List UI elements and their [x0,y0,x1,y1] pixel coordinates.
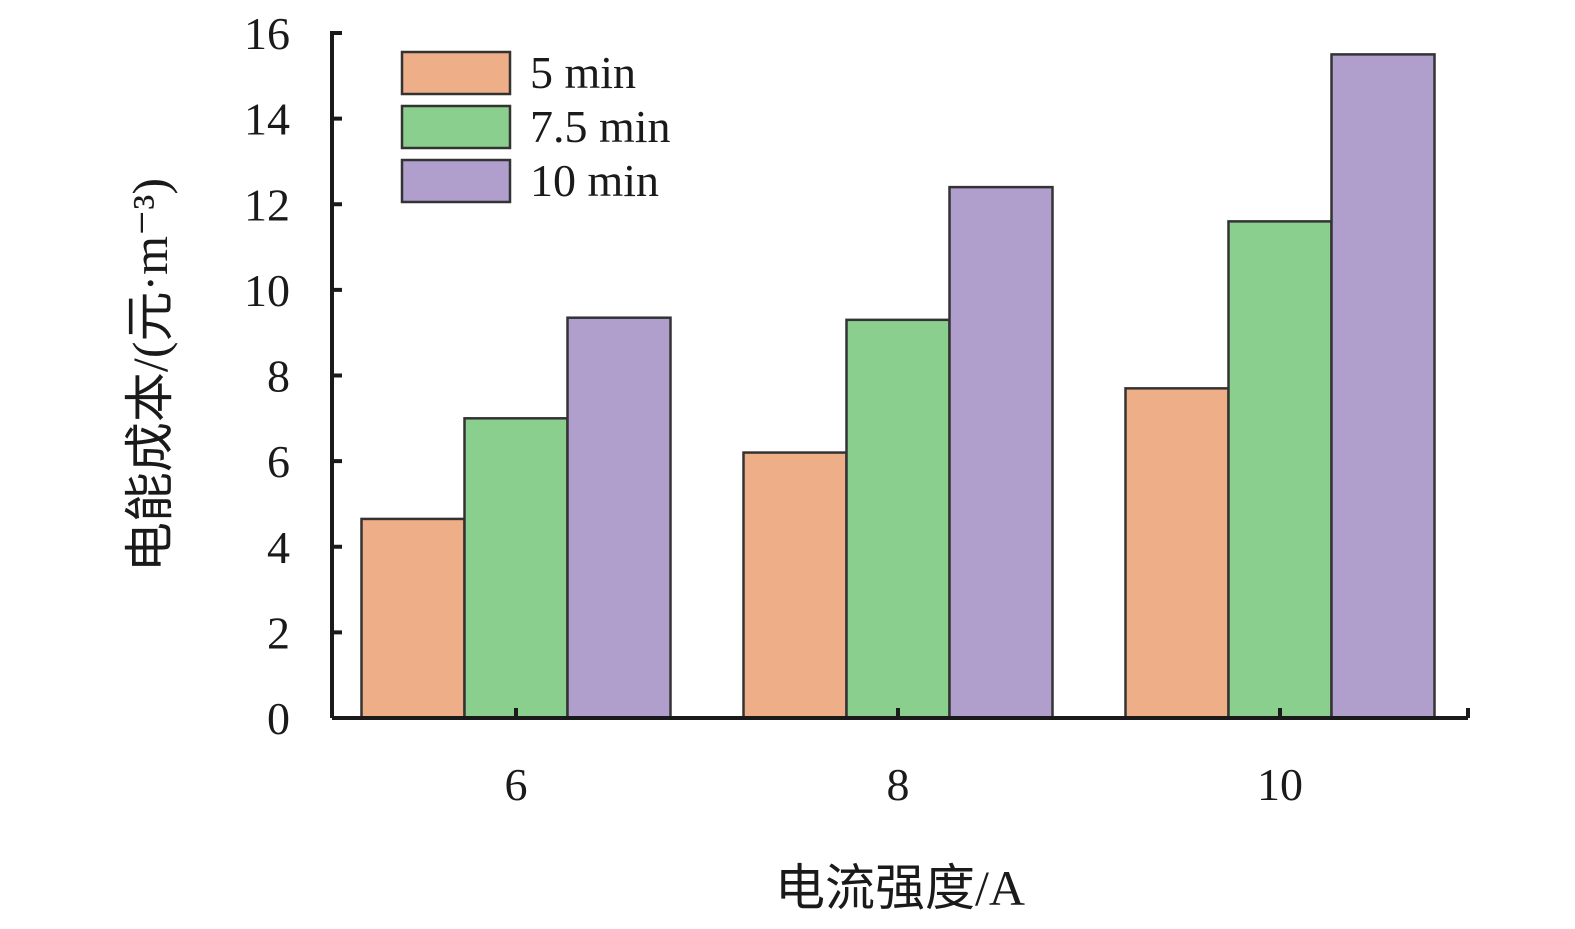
legend-swatch [400,104,512,150]
legend-label: 7.5 min [530,101,671,152]
bar-5-min-10 [1124,387,1230,720]
y-tick-label: 8 [267,351,290,402]
legend-label: 5 min [530,47,636,98]
y-tick-label: 6 [267,436,290,487]
ticks-layer: 6 8 10 0 2 4 6 8 10 12 14 16 [244,8,1470,810]
y-tick-label: 2 [267,607,290,658]
bar-7-5-min-6 [463,417,569,720]
y-axis-label: 电能成本/(元·m⁻³) [122,178,178,572]
y-tick-label: 16 [244,8,290,59]
bar-5-min-8 [742,451,848,720]
legend-label: 10 min [530,155,659,206]
bar-10-min-6 [566,316,672,720]
y-tick-label: 14 [244,94,290,145]
x-tick-label: 8 [887,759,910,810]
bar-7-5-min-8 [845,318,951,720]
bar-5-min-6 [360,517,466,720]
bar-10-min-10 [1330,53,1436,720]
bars-layer [360,53,1436,720]
y-tick-label: 10 [244,265,290,316]
x-tick-label: 10 [1257,759,1303,810]
legend-swatch [400,50,512,96]
y-tick-label: 12 [244,179,290,230]
y-tick-label: 0 [267,693,290,744]
bar-10-min-8 [948,185,1054,720]
x-axis-label: 电流强度/A [775,860,1025,916]
legend-swatch [400,158,512,204]
y-tick-label: 4 [267,522,290,573]
bar-7-5-min-10 [1227,220,1333,720]
x-tick-label: 6 [505,759,528,810]
